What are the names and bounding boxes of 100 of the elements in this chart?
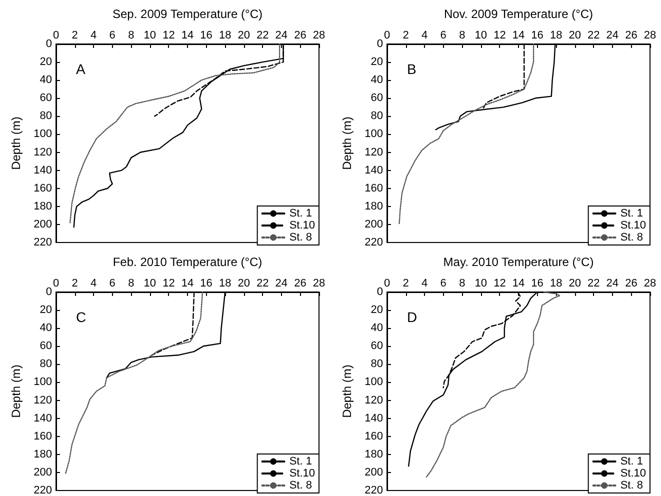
x-tick-label: 10 [144,30,156,42]
x-tick-label: 24 [606,30,619,42]
y-tick-label: 60 [40,340,52,352]
x-tick-label: 20 [238,30,250,42]
x-tick-label: 4 [422,30,428,42]
x-tick-label: 8 [459,30,466,42]
x-tick-label: 26 [625,278,638,290]
y-tick-label: 40 [370,322,383,334]
annotation: B [407,61,416,77]
x-tick-label: 10 [144,278,156,290]
y-tick-label: 80 [40,110,52,122]
x-tick-label: 18 [550,30,562,42]
y-tick-label: 60 [370,340,383,352]
x-tick-label: 14 [181,278,194,290]
x-axis-title: Sep. 2009 Temperature (°C) [112,7,262,21]
line-series [64,291,204,475]
x-tick-label: 28 [644,30,656,42]
x-tick-label: 20 [568,30,581,42]
x-tick-label: 8 [128,278,134,290]
x-tick-label: 12 [494,278,506,290]
y-tick-label: 140 [364,412,383,424]
x-tick-label: 8 [128,30,134,42]
x-tick-label: 28 [644,278,656,290]
x-tick-label: 20 [568,278,581,290]
y-tick-label: 100 [364,128,383,140]
y-tick-label: 0 [376,286,383,298]
y-tick-label: 20 [370,304,383,316]
x-tick-label: 18 [218,30,232,42]
y-tick-label: 100 [364,376,383,388]
x-tick-label: 10 [474,278,488,290]
y-tick-label: 20 [370,56,383,68]
x-tick-label: 14 [512,278,525,290]
x-tick-label: 2 [402,278,409,290]
legend-label: St.10 [620,468,646,480]
y-tick-label: 120 [34,146,52,158]
legend-label: St. 8 [620,232,643,244]
legend-label: St. 8 [289,232,312,244]
x-tick-label: 22 [256,30,269,42]
x-tick-label: 14 [512,30,525,42]
annotation: D [407,309,418,325]
x-tick-label: 14 [181,30,194,42]
y-tick-label: 200 [364,218,383,230]
x-tick-label: 12 [162,278,175,290]
y-tick-label: 180 [34,200,52,212]
x-tick-label: 16 [531,30,544,42]
y-axis-title: Depth (m) [340,116,354,170]
x-tick-label: 28 [312,30,326,42]
x-tick-label: 10 [474,30,488,42]
y-tick-label: 220 [34,484,52,496]
y-tick-label: 120 [364,146,383,158]
y-tick-label: 20 [40,56,52,68]
legend-label: St. 1 [289,208,312,220]
x-tick-label: 18 [550,278,562,290]
legend-label: St. 1 [620,456,643,468]
y-tick-label: 0 [376,38,383,50]
y-tick-label: 0 [46,286,52,298]
x-tick-label: 26 [625,30,638,42]
x-axis-title: May. 2010 Temperature (°C) [443,255,594,269]
legend-label: St.10 [620,220,646,232]
x-tick-label: 6 [109,278,116,290]
x-axis-title: Nov. 2009 Temperature (°C) [444,7,594,21]
y-tick-label: 100 [34,128,52,140]
x-tick-label: 24 [606,278,619,290]
y-axis-title: Depth (m) [340,364,354,418]
y-tick-label: 220 [364,236,383,248]
x-tick-label: 26 [294,30,306,42]
y-tick-label: 100 [34,376,52,388]
legend-label: St. 1 [289,456,312,468]
y-tick-label: 180 [34,448,52,460]
y-tick-label: 140 [34,164,52,176]
x-tick-label: 8 [459,278,466,290]
x-tick-label: 28 [312,278,326,290]
x-tick-label: 16 [200,30,212,42]
x-tick-label: 18 [218,278,232,290]
x-axis-title: Feb. 2010 Temperature (°C) [112,255,262,269]
y-tick-label: 80 [40,358,52,370]
x-tick-label: 4 [90,30,97,42]
legend-label: St.10 [289,468,316,480]
y-tick-label: 200 [364,466,383,478]
x-tick-label: 22 [588,278,600,290]
x-tick-label: 2 [72,30,78,42]
x-tick-label: 22 [588,30,600,42]
x-tick-label: 16 [200,278,212,290]
x-tick-label: 24 [275,278,288,290]
x-tick-label: 6 [440,30,446,42]
y-axis-title: Depth (m) [9,116,23,170]
x-tick-label: 16 [531,278,544,290]
y-axis-title: Depth (m) [9,364,23,418]
y-tick-label: 160 [34,182,52,194]
x-tick-label: 12 [162,30,175,42]
y-tick-label: 120 [364,394,383,406]
x-tick-label: 2 [72,278,78,290]
y-tick-label: 120 [34,394,52,406]
y-tick-label: 140 [34,412,52,424]
legend-label: St. 1 [620,208,643,220]
x-tick-label: 12 [494,30,506,42]
y-tick-label: 0 [46,38,52,50]
y-tick-label: 60 [40,92,52,104]
y-tick-label: 220 [364,484,383,496]
y-tick-label: 60 [370,92,383,104]
